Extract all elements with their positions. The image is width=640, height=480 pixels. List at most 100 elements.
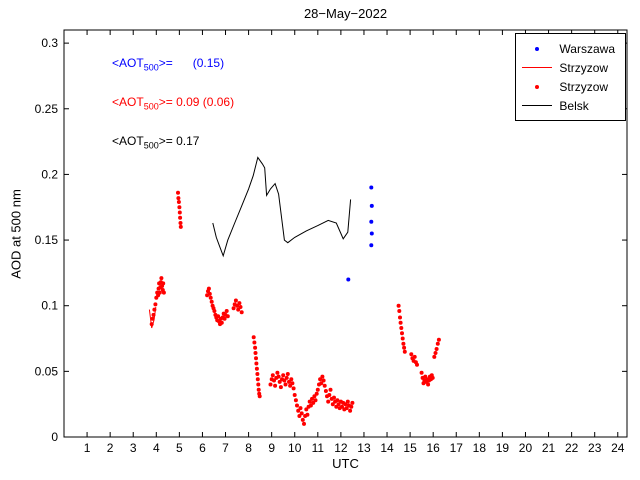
data-point [225,314,230,319]
data-point [304,407,309,412]
data-point [253,351,258,355]
data-point [161,290,166,295]
data-point [290,381,295,386]
data-point [236,307,241,312]
data-point [369,219,374,224]
data-point [282,378,287,383]
data-point [284,375,289,380]
data-point [292,393,297,397]
data-point [272,378,276,383]
x-tick-label: 5 [176,441,183,455]
data-point [256,382,261,387]
y-tick-label: 0.05 [35,364,59,378]
data-point [254,361,259,366]
legend-label: Warszawa [559,41,615,56]
x-tick-label: 20 [519,441,533,455]
data-point [209,299,214,304]
data-point [402,345,407,350]
data-point [297,414,302,418]
series-belsk [212,156,352,258]
legend-item-strzyzow-line: Strzyzow [522,58,615,77]
data-point [334,404,339,409]
x-tick-label: 6 [199,441,206,455]
y-tick-label: 0.2 [41,167,58,181]
data-series [148,156,441,426]
legend-item-belsk: Belsk [522,96,615,115]
x-tick-label: 10 [288,441,302,455]
data-point [344,406,349,411]
data-point [256,387,261,392]
data-point [178,224,183,229]
mean-aot-annotation-warszawa: <AOT500>= (0.15) [112,56,224,72]
data-point [222,316,227,321]
data-point [398,315,402,320]
data-point [320,374,325,379]
data-point [270,373,275,378]
data-point [206,286,211,291]
x-tick-label: 18 [473,441,487,455]
data-point [369,231,374,236]
data-point [176,190,180,195]
x-tick-label: 8 [245,441,252,455]
x-tick-label: 12 [334,441,348,455]
data-point [157,290,162,295]
data-point [283,382,288,387]
data-point [176,200,181,204]
data-point [412,354,417,359]
x-tick-label: 23 [588,441,602,455]
y-tick-label: 0.1 [41,299,58,313]
data-point [346,277,351,282]
data-point [321,378,326,383]
data-point [257,394,262,399]
strzyzow-line-marker-icon [522,67,553,68]
data-point [178,221,183,225]
data-point [396,303,401,308]
data-point [348,408,353,413]
annotation-text: <AOT [112,134,144,148]
legend-label: Belsk [559,98,589,113]
data-point [178,215,183,220]
data-point [426,382,431,387]
annotation-text: <AOT [112,95,144,109]
annotation-value: >= (0.15) [158,56,225,70]
data-point [436,337,441,342]
data-point [369,185,374,190]
data-point [224,309,229,313]
data-point [415,362,419,367]
data-point [300,417,305,422]
annotation-value: >= 0.17 [158,134,200,148]
y-tick-label: 0 [51,430,58,444]
legend-item-warszawa: Warszawa [522,39,615,58]
data-point [254,356,258,361]
annotation-value: >= 0.09 (0.06) [158,95,235,109]
data-point [326,399,331,404]
data-point [293,398,298,403]
data-point [285,372,290,376]
data-point [397,309,402,313]
series-strzyzow [149,190,441,426]
data-point [330,402,335,407]
x-tick-label: 7 [222,441,229,455]
data-point [281,373,286,378]
data-point [308,403,313,408]
annotation-subscript: 500 [143,62,159,73]
data-point [254,366,259,371]
series-line [212,156,352,258]
strzyzow-dot-marker-icon [522,84,552,89]
data-point [299,411,304,416]
data-point [433,351,438,355]
x-tick-label: 24 [611,441,625,455]
data-point [409,352,414,357]
data-point [312,394,317,399]
data-point [319,381,324,386]
data-point [276,374,281,379]
data-point [251,335,256,340]
data-point [233,298,238,303]
data-point [349,404,354,409]
data-point [315,387,320,392]
data-point [401,341,406,346]
data-point [207,291,212,296]
data-point [350,400,355,405]
data-point [208,295,213,300]
annotation-subscript: 500 [143,140,159,151]
